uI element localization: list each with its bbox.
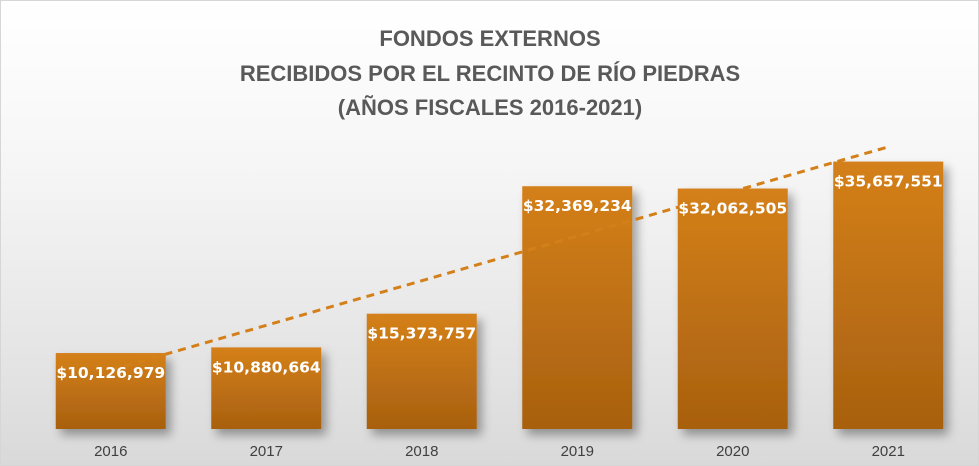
x-tick-2016: 2016 <box>94 443 127 460</box>
data-label-2016: $10,126,979 <box>56 364 165 382</box>
bar-2018 <box>366 313 477 429</box>
data-label-2019: $32,369,234 <box>523 197 632 215</box>
x-tick-2018: 2018 <box>405 443 438 460</box>
x-tick-2021: 2021 <box>872 443 905 460</box>
data-label-2021: $35,657,551 <box>834 173 943 191</box>
data-label-2020: $32,062,505 <box>678 200 787 218</box>
bar-2017 <box>211 347 322 429</box>
bars-layer <box>55 161 944 430</box>
trendline <box>110 145 889 372</box>
data-labels-layer: $10,126,979 $10,880,664 $15,373,757 $32,369… <box>56 173 942 382</box>
x-tick-2017: 2017 <box>250 443 283 460</box>
chart-title-line-1: FONDOS EXTERNOS <box>379 26 600 51</box>
x-tick-2019: 2019 <box>561 443 594 460</box>
trend-layer <box>110 145 889 372</box>
bar-2019 <box>522 186 633 429</box>
chart-title-line-2: RECIBIDOS POR EL RECINTO DE RÍO PIEDRAS <box>240 61 740 86</box>
bar-2016 <box>55 353 166 429</box>
chart-title-line-3: (AÑOS FISCALES 2016-2021) <box>338 95 642 120</box>
bar-2020 <box>677 188 788 429</box>
bar-2021 <box>833 161 944 430</box>
x-axis-ticks: 2016 2017 2018 2019 2020 2021 <box>94 443 905 460</box>
data-label-2017: $10,880,664 <box>212 358 321 376</box>
data-label-2018: $15,373,757 <box>367 325 476 343</box>
x-tick-2020: 2020 <box>716 443 749 460</box>
